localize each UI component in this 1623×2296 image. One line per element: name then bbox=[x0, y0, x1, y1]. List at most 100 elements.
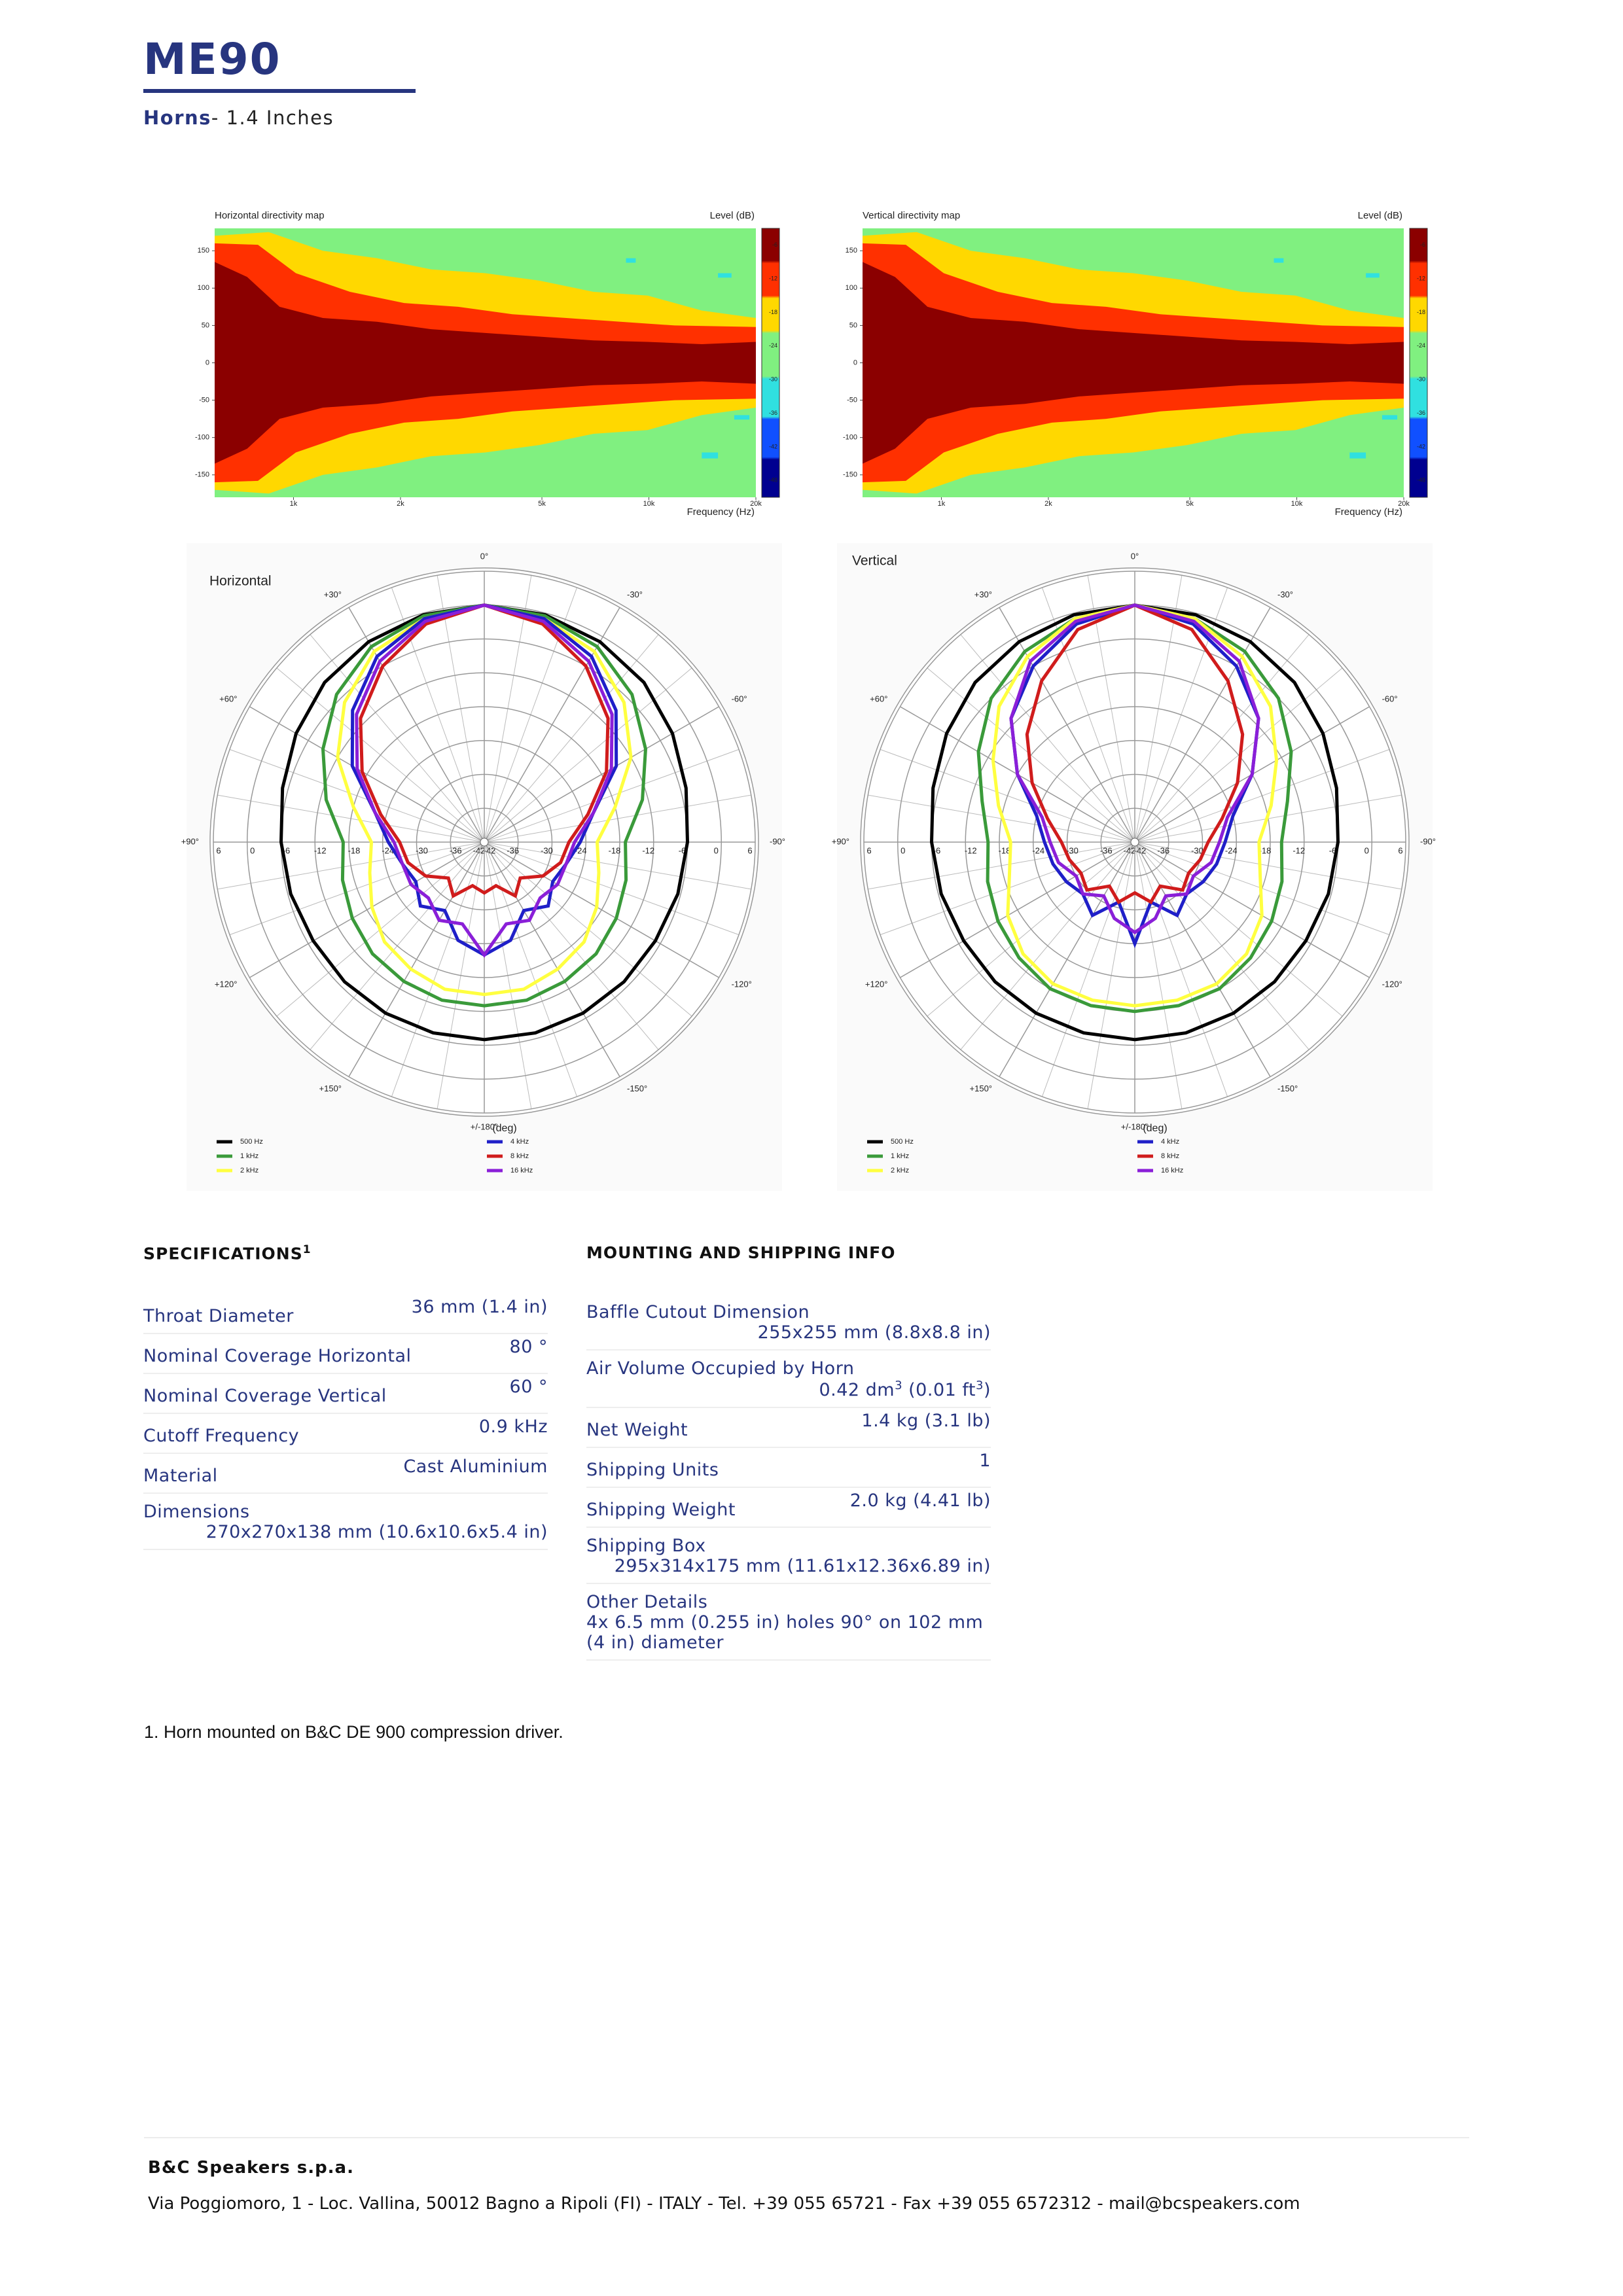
angle-tick-label: -30° bbox=[627, 590, 643, 599]
r-tick-label: 6 bbox=[747, 845, 752, 855]
polar-center bbox=[480, 838, 489, 847]
polar-unit: (deg) bbox=[492, 1123, 516, 1134]
spec-value: 2.0 kg (4.41 lb) bbox=[849, 1491, 991, 1511]
colorbar-tick-label: -18 bbox=[1417, 309, 1425, 315]
note-mark: 1 bbox=[302, 1243, 312, 1256]
angle-tick-label: +30° bbox=[324, 590, 342, 599]
y-tick-label: 50 bbox=[849, 321, 857, 329]
r-tick-label: 0 bbox=[714, 845, 719, 855]
spec-row: Net Weight 1.4 kg (3.1 lb) bbox=[586, 1408, 991, 1448]
spec-row: Shipping Weight 2.0 kg (4.41 lb) bbox=[586, 1488, 991, 1528]
level-label: Level (dB) bbox=[1358, 210, 1402, 221]
spec-row: Nominal Coverage Vertical 60 ° bbox=[143, 1374, 548, 1414]
legend-label: 8 kHz bbox=[510, 1152, 529, 1160]
legend-label: 8 kHz bbox=[1161, 1152, 1179, 1160]
map-speck bbox=[1274, 258, 1284, 263]
section-heading: SPECIFICATIONS1 bbox=[143, 1243, 312, 1263]
angle-tick-label: 0° bbox=[1131, 551, 1139, 561]
polar-title: Horizontal bbox=[209, 574, 272, 589]
x-tick-label: 2k bbox=[1044, 500, 1052, 508]
angle-grid-line bbox=[484, 706, 719, 843]
spec-value: 0.9 kHz bbox=[478, 1417, 548, 1437]
angle-grid-line bbox=[249, 706, 485, 843]
spec-value: Cast Aluminium bbox=[403, 1457, 548, 1477]
colorbar-tick-label: -18 bbox=[769, 309, 777, 315]
spec-table: Throat Diameter 36 mm (1.4 in) Nominal Co… bbox=[143, 1294, 548, 1550]
y-tick-label: 150 bbox=[846, 247, 857, 255]
colorbar-tick-label: -12 bbox=[1417, 275, 1425, 281]
angle-tick-label: -30° bbox=[1277, 590, 1293, 599]
r-tick-label: -6 bbox=[1329, 845, 1337, 855]
spec-label: Air Volume Occupied by Horn bbox=[586, 1358, 855, 1379]
y-tick-label: -100 bbox=[195, 434, 209, 442]
value-part: 3 bbox=[976, 1379, 984, 1392]
r-tick-label: -6 bbox=[679, 845, 687, 855]
spec-row: Throat Diameter 36 mm (1.4 in) bbox=[143, 1294, 548, 1334]
polar-curve bbox=[355, 603, 614, 958]
title-rule bbox=[143, 89, 416, 93]
y-tick-label: 100 bbox=[846, 284, 857, 292]
section-heading: MOUNTING AND SHIPPING INFO bbox=[586, 1243, 896, 1262]
angle-tick-label: -150° bbox=[627, 1084, 647, 1093]
angle-tick-label: +150° bbox=[970, 1084, 992, 1093]
value-part: ) bbox=[983, 1380, 991, 1400]
subtitle-text: - 1.4 Inches bbox=[211, 107, 334, 129]
x-tick-label: 2k bbox=[397, 500, 404, 508]
angle-tick-label: +/-180° bbox=[471, 1122, 498, 1131]
colorbar-tick-label: -48 bbox=[1417, 477, 1425, 484]
angle-tick-label: +120° bbox=[215, 979, 237, 989]
colorbar-tick-label: -30 bbox=[1417, 376, 1425, 383]
angle-grid-line bbox=[900, 841, 1135, 978]
spec-row: Cutoff Frequency 0.9 kHz bbox=[143, 1414, 548, 1454]
r-tick-label: 6 bbox=[866, 845, 871, 855]
angle-tick-label: -60° bbox=[1382, 694, 1398, 703]
angle-tick-label: 0° bbox=[480, 551, 488, 561]
footnote: Horn mounted on B&C DE 900 compression d… bbox=[164, 1722, 563, 1742]
r-tick-label: -30 bbox=[1066, 845, 1079, 855]
r-tick-label: -12 bbox=[1293, 845, 1305, 855]
angle-tick-label: +60° bbox=[219, 694, 237, 703]
map-band bbox=[215, 262, 756, 464]
r-tick-label: -30 bbox=[541, 845, 553, 855]
angle-grid-line bbox=[999, 841, 1135, 1077]
spec-row: Baffle Cutout Dimension 255x255 mm (8.8x8… bbox=[586, 1294, 991, 1351]
angle-grid-line bbox=[1134, 607, 1271, 843]
y-tick-label: 50 bbox=[202, 321, 209, 329]
angle-tick-label: +90° bbox=[181, 836, 199, 846]
spec-row: Air Volume Occupied by Horn 0.42 dm3 (0.0… bbox=[586, 1351, 991, 1408]
x-tick-label: 10k bbox=[1291, 500, 1303, 508]
r-tick-label: -6 bbox=[283, 845, 291, 855]
subtitle: Horns- 1.4 Inches bbox=[143, 107, 334, 129]
colorbar-tick-label: -6 bbox=[772, 241, 777, 248]
angle-grid-line bbox=[484, 841, 719, 978]
angle-tick-label: +60° bbox=[870, 694, 887, 703]
map-title: Vertical directivity map bbox=[863, 210, 960, 221]
y-tick-label: 0 bbox=[205, 359, 209, 366]
spec-row: Shipping Box 295x314x175 mm (11.61x12.36x… bbox=[586, 1528, 991, 1584]
spec-label: Shipping Units bbox=[586, 1460, 719, 1480]
angle-tick-label: -90° bbox=[1420, 836, 1436, 846]
map-speck bbox=[718, 273, 732, 278]
spec-label: Net Weight bbox=[586, 1420, 688, 1440]
map-speck bbox=[626, 258, 636, 263]
map-bands bbox=[863, 232, 1404, 494]
polar-unit: (deg) bbox=[1143, 1123, 1167, 1134]
spec-value: 255x255 mm (8.8x8.8 in) bbox=[757, 1322, 991, 1343]
r-tick-label: -30 bbox=[416, 845, 428, 855]
r-tick-label: -12 bbox=[642, 845, 654, 855]
spec-label: Baffle Cutout Dimension bbox=[586, 1302, 810, 1322]
x-axis-label: Frequency (Hz) bbox=[1335, 506, 1402, 518]
x-tick-label: 1k bbox=[938, 500, 946, 508]
spec-row: Dimensions 270x270x138 mm (10.6x10.6x5.4 … bbox=[143, 1494, 548, 1550]
spec-value: 60 ° bbox=[509, 1377, 548, 1397]
legend-label: 500 Hz bbox=[240, 1138, 263, 1146]
colorbar-tick-label: -36 bbox=[1417, 410, 1425, 416]
r-tick-label: -6 bbox=[933, 845, 941, 855]
colorbar-tick-label: -42 bbox=[769, 443, 777, 450]
angle-grid-line bbox=[1134, 841, 1370, 978]
colorbar bbox=[761, 228, 780, 498]
angle-grid-line bbox=[348, 841, 485, 1077]
footnotes: Horn mounted on B&C DE 900 compression d… bbox=[137, 1722, 563, 1742]
spec-value: 295x314x175 mm (11.61x12.36x6.89 in) bbox=[614, 1556, 991, 1576]
angle-tick-label: -150° bbox=[1277, 1084, 1298, 1093]
